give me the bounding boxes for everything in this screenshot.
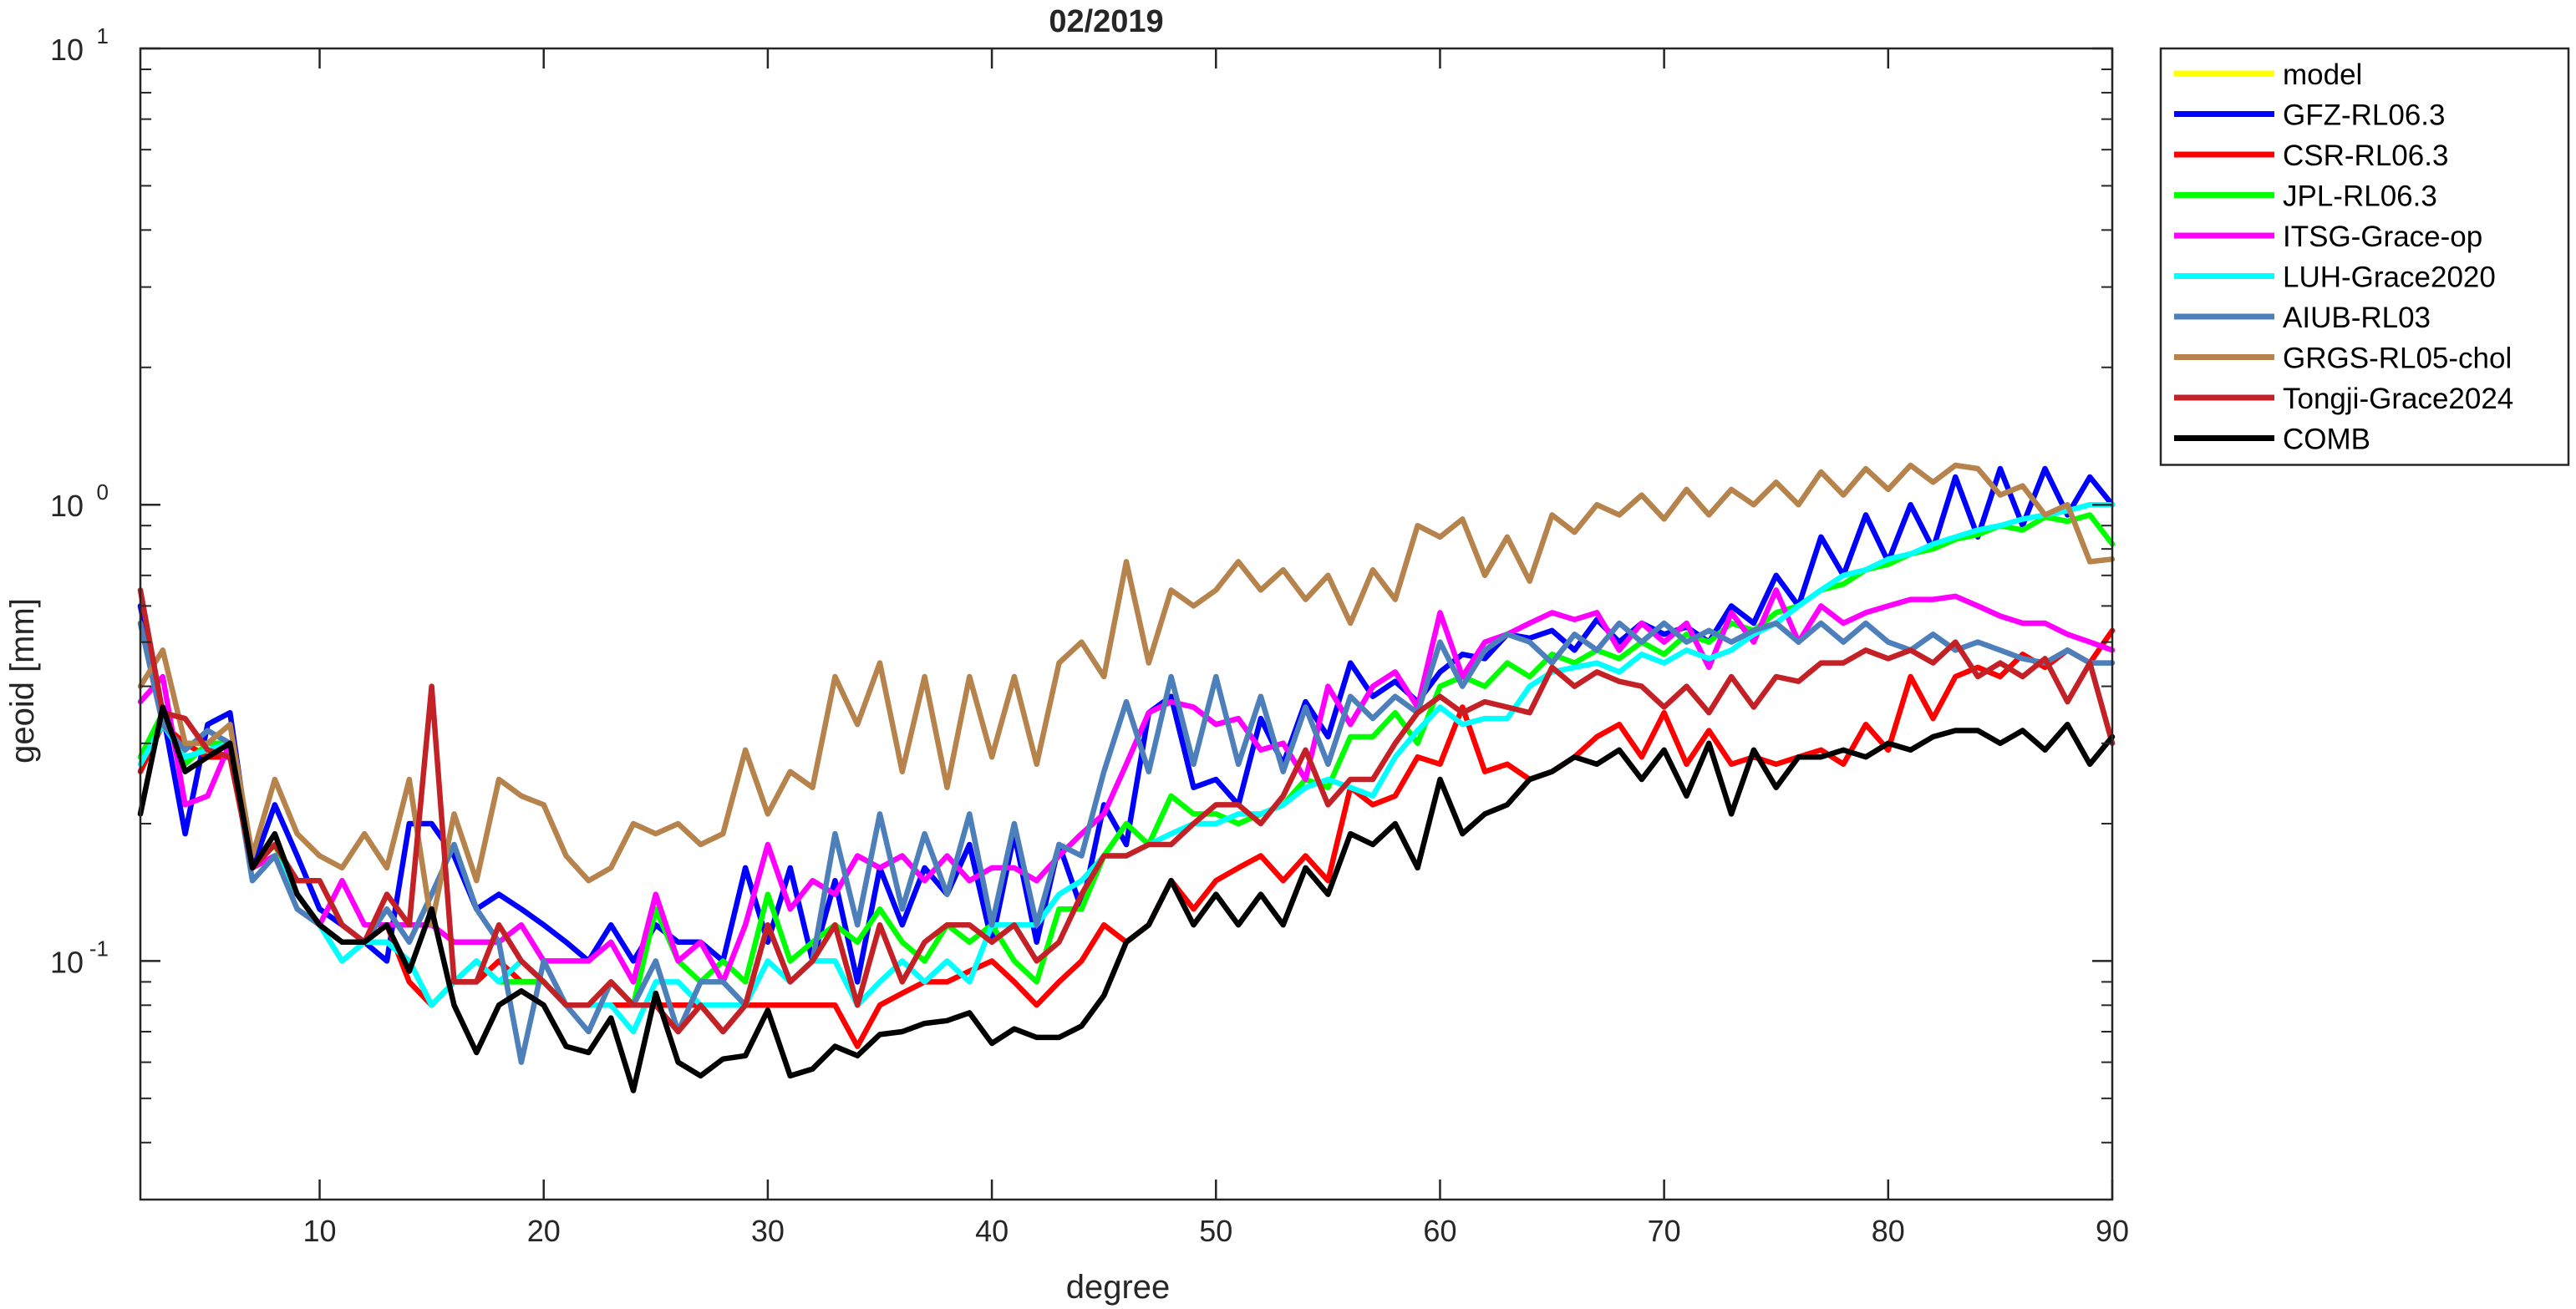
y-axis-label: geoid [mm] <box>4 598 41 764</box>
plot-area <box>137 462 2116 1093</box>
x-tick-label: 90 <box>2096 1214 2129 1248</box>
legend-label: Tongji-Grace2024 <box>2283 383 2513 415</box>
series-line-aiub-rl03 <box>137 620 2116 1065</box>
axes-box <box>139 47 2114 1201</box>
legend: model GFZ-RL06.3 CSR-RL06.3 JPL-RL06.3 ITSG-… <box>2159 47 2570 466</box>
y-tick-label: 10 <box>50 33 84 67</box>
x-tick-label: 80 <box>1872 1214 1905 1248</box>
x-tick-label: 40 <box>975 1214 1009 1248</box>
x-tick-label: 20 <box>527 1214 561 1248</box>
x-tick-label: 60 <box>1423 1214 1456 1248</box>
legend-label: ITSG-Grace-op <box>2283 221 2482 253</box>
legend-label: COMB <box>2283 424 2370 456</box>
legend-label: JPL-RL06.3 <box>2283 180 2437 213</box>
legend-label: LUH-Grace2020 <box>2283 261 2496 294</box>
series-line-tongji-grace2024 <box>137 587 2116 1035</box>
legend-label: CSR-RL06.3 <box>2283 140 2448 172</box>
legend-label: AIUB-RL03 <box>2283 302 2431 334</box>
legend-label: model <box>2283 58 2362 91</box>
x-axis-label: degree <box>1066 1269 1171 1306</box>
legend-label: GRGS-RL05-chol <box>2283 342 2512 375</box>
legend-label: GFZ-RL06.3 <box>2283 99 2446 132</box>
y-tick-label: 10 <box>50 489 84 523</box>
x-tick-label: 30 <box>751 1214 785 1248</box>
series-line-itsg-grace-op <box>137 587 2116 985</box>
x-tick-label: 70 <box>1648 1214 1681 1248</box>
series-line-grgs-rl05-chol <box>137 462 2116 928</box>
chart-title: 02/2019 <box>1049 4 1163 39</box>
series-line-comb <box>137 704 2116 1093</box>
y-tick-exponent: 0 <box>97 479 109 505</box>
y-tick-exponent: -1 <box>89 936 109 961</box>
y-tick-label: 10 <box>50 945 84 979</box>
x-tick-label: 50 <box>1199 1214 1232 1248</box>
y-tick-exponent: 1 <box>97 23 109 48</box>
x-tick-label: 10 <box>303 1214 337 1248</box>
